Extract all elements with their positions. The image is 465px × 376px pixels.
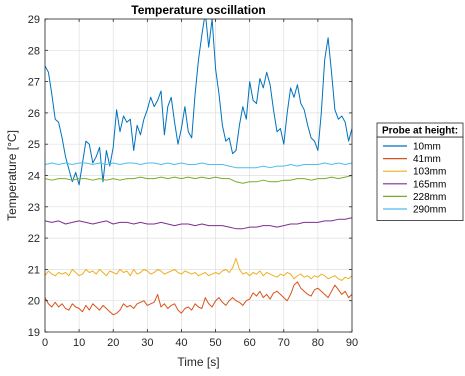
legend-entry-228mm: 228mm (413, 192, 446, 203)
axis-ticks: 0 10 20 30 40 50 60 70 80 90 19 20 21 22 23 24 25 26 27 28 2… (28, 14, 358, 349)
y-tick-label: 20 (28, 296, 40, 308)
x-tick-label: 20 (107, 337, 119, 349)
series-line-10mm (45, 19, 352, 186)
legend-entry-290mm: 290mm (413, 205, 446, 216)
y-axis-label: Temperature [°C] (5, 130, 19, 221)
y-tick-label: 19 (28, 327, 40, 339)
y-tick-label: 23 (28, 202, 40, 214)
x-tick-label: 50 (209, 337, 221, 349)
legend-title: Probe at height: (382, 126, 458, 137)
x-axis-label: Time [s] (177, 355, 219, 369)
legend-entry-103mm: 103mm (413, 167, 446, 178)
legend-title-box (376, 122, 464, 138)
series-lines (45, 19, 352, 316)
y-tick-label: 22 (28, 233, 40, 245)
y-tick-label: 24 (28, 171, 40, 183)
legend-box (376, 136, 464, 221)
y-tick-label: 28 (28, 45, 40, 57)
x-tick-label: 90 (346, 337, 358, 349)
x-tick-label: 10 (73, 337, 85, 349)
x-tick-label: 0 (42, 337, 48, 349)
series-line-290mm (45, 162, 352, 169)
chart-title: Temperature oscillation (131, 3, 265, 17)
x-tick-label: 80 (312, 337, 324, 349)
x-tick-label: 30 (141, 337, 153, 349)
legend-entry-41mm: 41mm (413, 154, 441, 165)
y-tick-label: 21 (28, 264, 40, 276)
x-tick-label: 70 (278, 337, 290, 349)
x-tick-label: 40 (175, 337, 187, 349)
series-line-165mm (45, 217, 352, 230)
y-tick-label: 26 (28, 108, 40, 120)
series-line-103mm (45, 257, 352, 281)
x-tick-label: 60 (244, 337, 256, 349)
legend-entry-10mm: 10mm (413, 142, 441, 153)
legend-entry-165mm: 165mm (413, 179, 446, 190)
y-tick-label: 25 (28, 139, 40, 151)
y-tick-label: 29 (28, 14, 40, 26)
series-line-41mm (45, 281, 352, 316)
series-line-228mm (45, 175, 352, 184)
y-tick-label: 27 (28, 77, 40, 89)
